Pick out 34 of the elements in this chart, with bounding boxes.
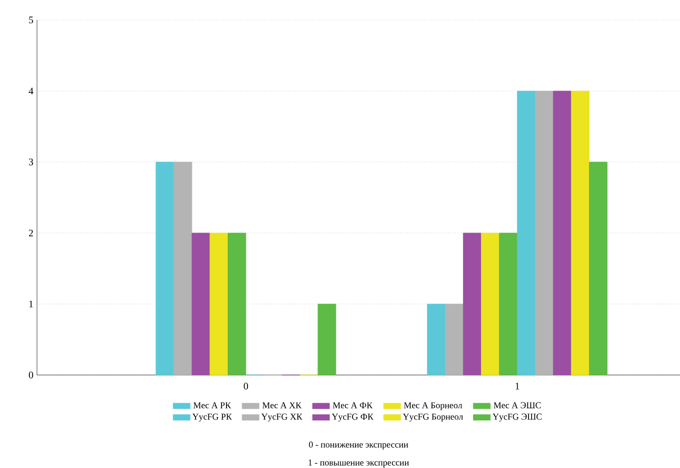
bar <box>535 90 554 376</box>
bar <box>445 304 464 376</box>
legend-label: YycFG ЭШС <box>492 414 542 422</box>
legend-label: Mec A ЭШС <box>494 402 541 408</box>
bar <box>210 232 228 376</box>
bar <box>318 304 336 376</box>
y-tick-label: 3 <box>28 158 34 166</box>
y-tick-label: 5 <box>29 16 34 24</box>
legend-label: YycFG РК <box>192 414 232 422</box>
bar <box>156 162 174 376</box>
bar <box>499 232 518 376</box>
bar <box>481 232 500 376</box>
text: 1 - повышение экспрессии <box>308 460 409 468</box>
legend-label: YycFG ХК <box>261 414 302 422</box>
bar <box>228 232 246 376</box>
bar <box>463 232 482 376</box>
bar <box>517 90 536 376</box>
text: 0 - понижение экспрессии <box>308 442 408 450</box>
bar <box>174 162 192 376</box>
y-tick-label: 0 <box>28 372 34 378</box>
legend-label: Mec A Борнеол <box>404 402 462 410</box>
y-tick-label: 2 <box>28 230 33 236</box>
legend-label: Mec A ФК <box>332 402 373 408</box>
legend-label: Mec A РК <box>193 402 232 408</box>
bar <box>192 232 210 376</box>
legend-label: YycFG ФК <box>332 414 374 422</box>
bar <box>427 304 446 376</box>
y-tick-label: 1 <box>29 300 33 308</box>
legend-label: Mec A ХК <box>262 402 302 408</box>
legend-label: YycFG Борнеол <box>402 414 463 422</box>
bar <box>553 90 572 376</box>
bar <box>589 162 608 376</box>
y-tick-label: 4 <box>28 88 34 94</box>
bar <box>571 90 590 376</box>
